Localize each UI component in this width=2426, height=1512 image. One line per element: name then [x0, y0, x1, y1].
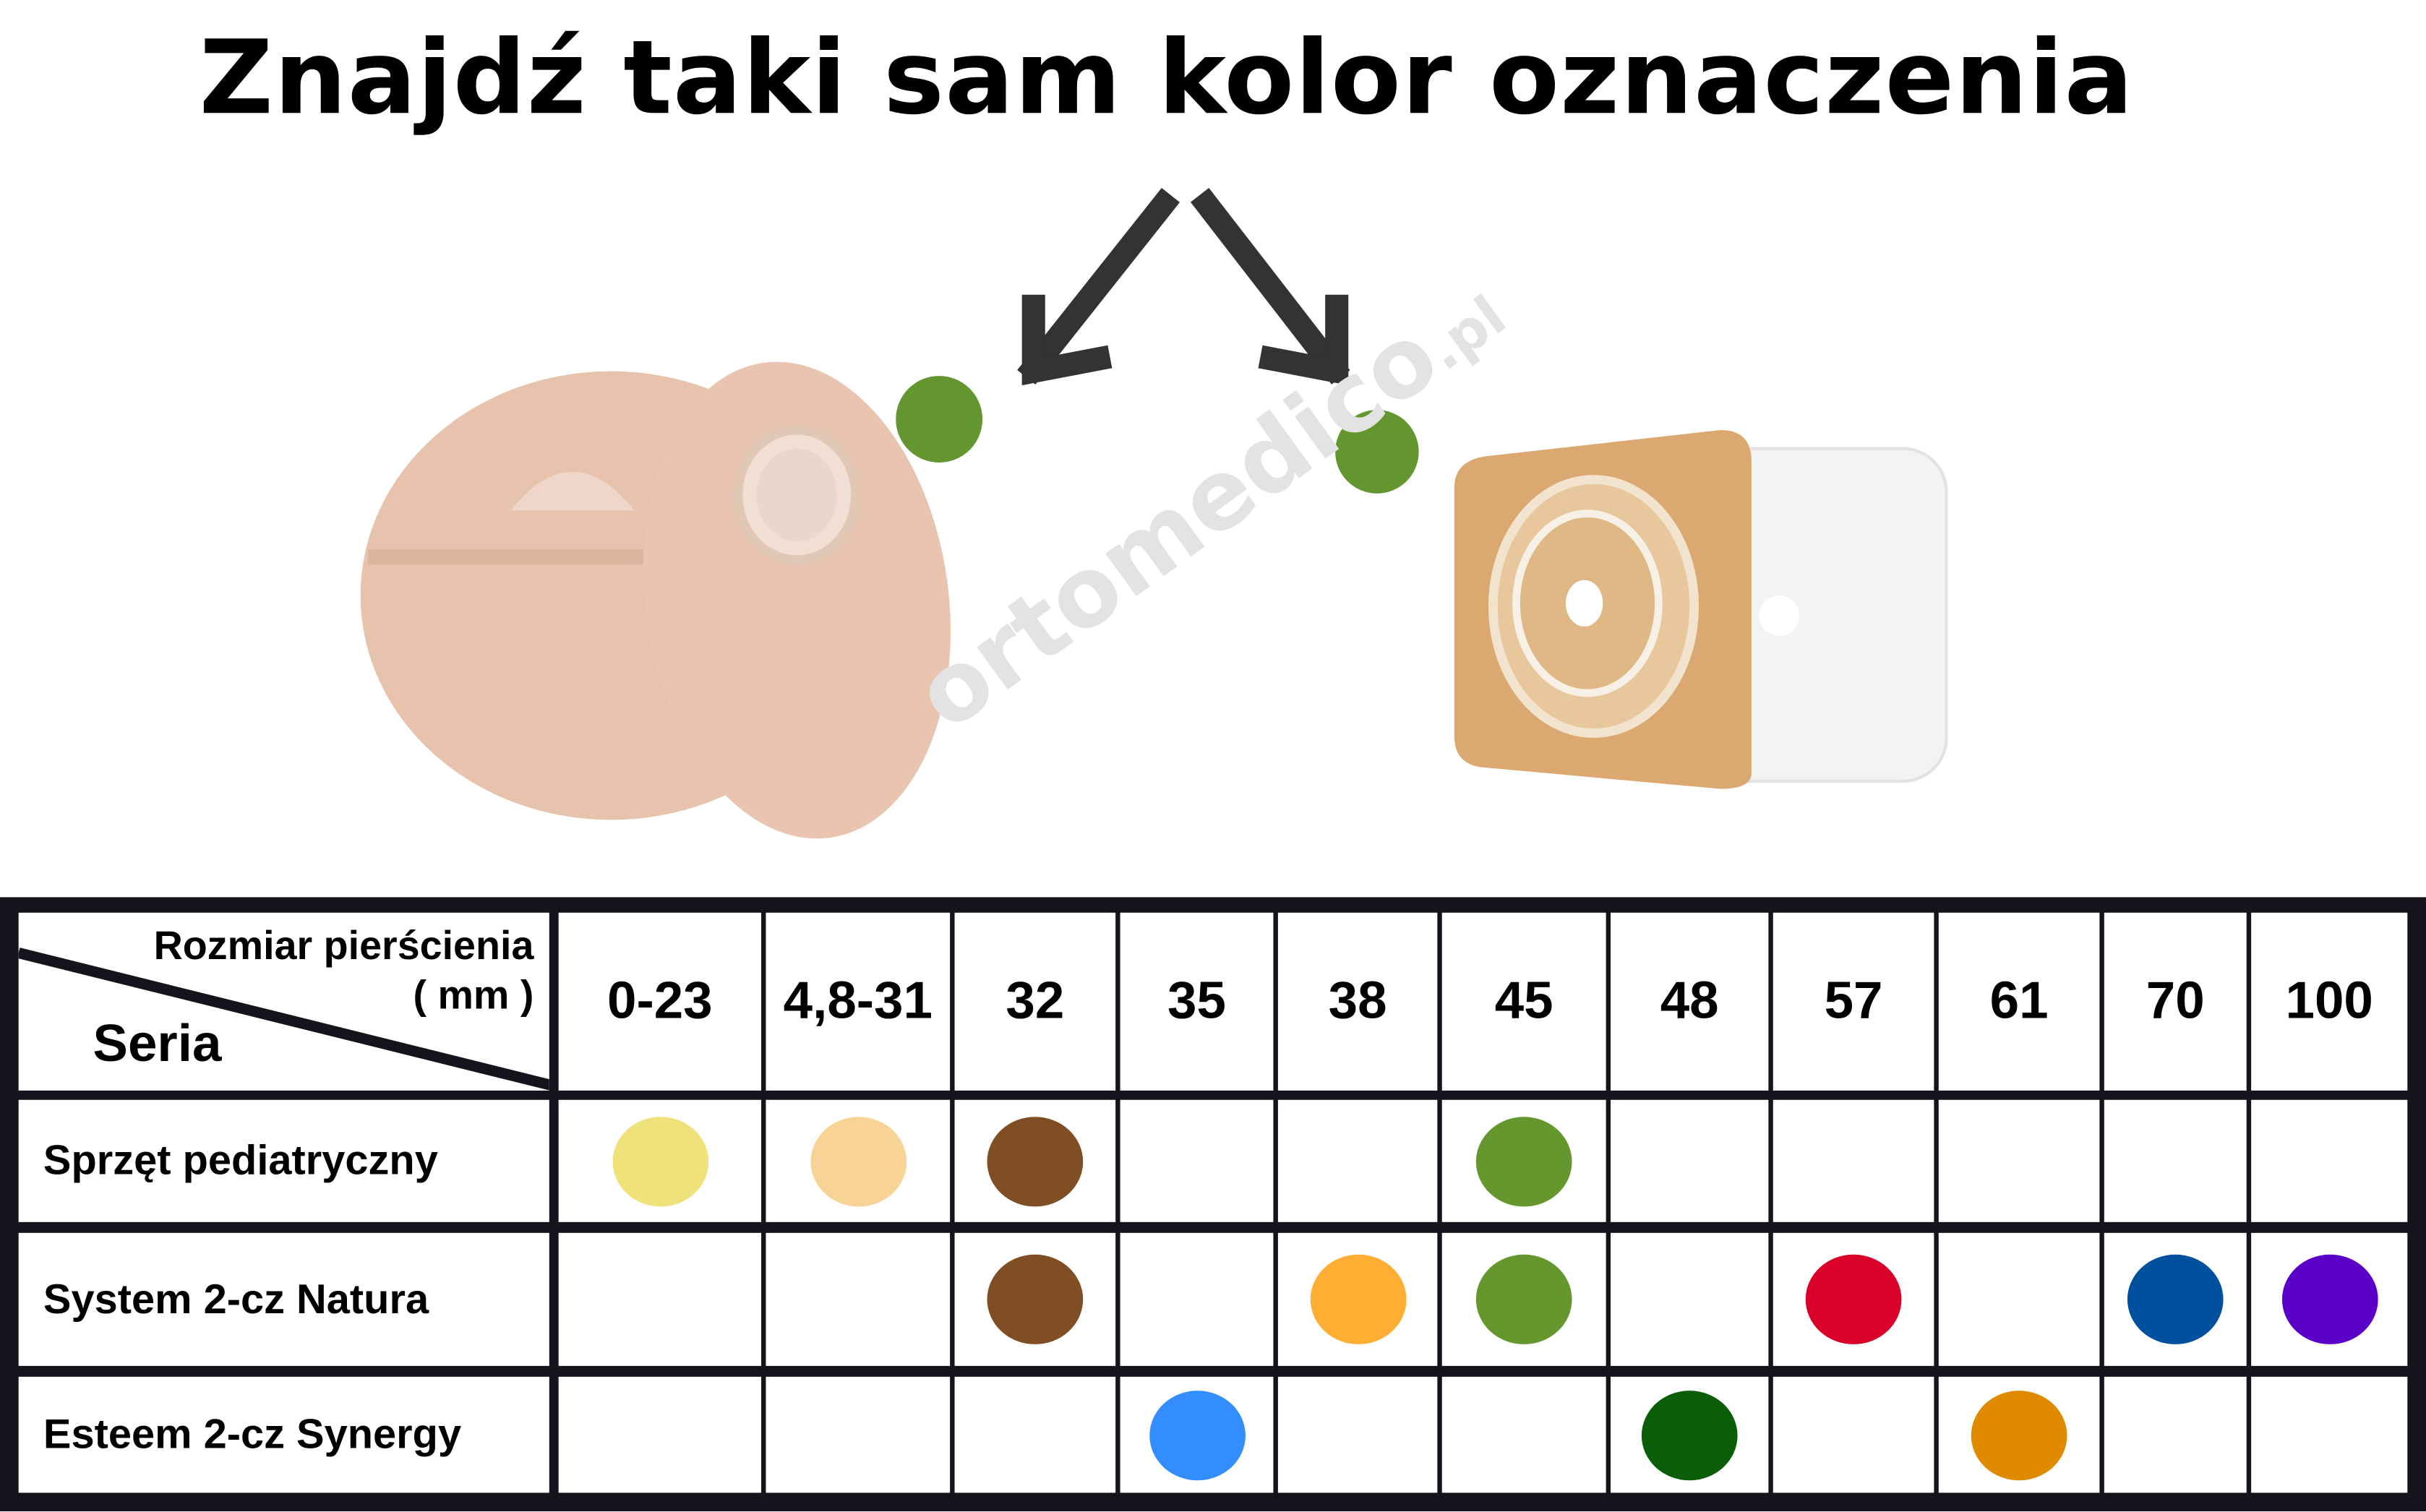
- table-cell: [1938, 1232, 2100, 1366]
- illustration: [360, 187, 1948, 839]
- table-cell: [954, 1099, 1116, 1222]
- color-marker-dot: [1475, 1116, 1572, 1206]
- table-cell: [1120, 1099, 1274, 1222]
- page-title: Znajdź taki sam kolor oznaczenia: [199, 18, 2134, 138]
- table-cell: [954, 1376, 1116, 1493]
- color-marker-dot: [810, 1116, 906, 1206]
- table-cell: [2104, 1232, 2247, 1366]
- color-marker-dot: [1149, 1390, 1245, 1480]
- table-cell: [766, 1376, 951, 1493]
- table-cell: [558, 1232, 762, 1366]
- table-cell: [2104, 1376, 2247, 1493]
- color-size-table: Rozmiar pierścienia ( mm ) Seria 0-23 4,8…: [0, 897, 2426, 1512]
- color-marker-dot: [987, 1116, 1084, 1206]
- table-corner-header: Rozmiar pierścienia ( mm ) Seria: [18, 912, 549, 1091]
- size-header: 4,8-31: [766, 912, 951, 1091]
- series-label: System 2-cz Natura: [18, 1232, 549, 1366]
- table-cell: [2251, 1376, 2408, 1493]
- size-header: 70: [2104, 912, 2247, 1091]
- table-cell: [2104, 1099, 2247, 1222]
- table-cell: [1120, 1232, 1274, 1366]
- color-marker-dot: [1309, 1254, 1406, 1344]
- table-cell: [1611, 1376, 1769, 1493]
- size-header: 45: [1441, 912, 1606, 1091]
- color-marker-dot: [1805, 1254, 1902, 1344]
- diagonal-divider: [18, 948, 549, 1091]
- table-cell: [2251, 1232, 2408, 1366]
- table-cell: [2251, 1099, 2408, 1222]
- color-marker-dot: [1971, 1390, 2067, 1480]
- table-cell: [766, 1099, 951, 1222]
- series-label: Sprzęt pediatryczny: [18, 1099, 549, 1222]
- table-cell: [1938, 1376, 2100, 1493]
- color-marker-dot: [2127, 1254, 2224, 1344]
- size-header: 61: [1938, 912, 2100, 1091]
- table-cell: [1277, 1099, 1438, 1222]
- size-header: 38: [1277, 912, 1438, 1091]
- size-header: 100: [2251, 912, 2408, 1091]
- color-marker-dot: [2281, 1254, 2378, 1344]
- table-cell: [1773, 1099, 1934, 1222]
- table-cell: [1441, 1232, 1606, 1366]
- color-marker-pouch: [896, 376, 983, 463]
- arrow-down-right-icon: [1190, 188, 1350, 386]
- size-header: 48: [1611, 912, 1769, 1091]
- color-marker-dot: [1641, 1390, 1738, 1480]
- color-marker-wafer: [1335, 410, 1419, 494]
- ostomy-pouch-image: [360, 361, 951, 839]
- color-marker-dot: [987, 1254, 1084, 1344]
- table-cell: [1277, 1376, 1438, 1493]
- table-cell: [1938, 1099, 2100, 1222]
- table-cell: [1441, 1099, 1606, 1222]
- size-header: 32: [954, 912, 1116, 1091]
- table-cell: [1441, 1376, 1606, 1493]
- ostomy-wafer-image: [1454, 430, 1948, 789]
- unit-label: ( mm ): [413, 971, 534, 1018]
- table-cell: [1611, 1232, 1769, 1366]
- arrow-down-left-icon: [1017, 187, 1180, 386]
- table-cell: [954, 1232, 1116, 1366]
- table-cell: [558, 1099, 762, 1222]
- table-cell: [1120, 1376, 1274, 1493]
- table-cell: [1773, 1232, 1934, 1366]
- series-label: Seria: [93, 1015, 222, 1074]
- size-label: Rozmiar pierścienia: [153, 922, 534, 968]
- size-header: 57: [1773, 912, 1934, 1091]
- size-header: 0-23: [558, 912, 762, 1091]
- size-header: 35: [1120, 912, 1274, 1091]
- table-cell: [766, 1232, 951, 1366]
- table-cell: [558, 1376, 762, 1493]
- table-cell: [1611, 1099, 1769, 1222]
- series-label: Esteem 2-cz Synergy: [18, 1376, 549, 1493]
- table-cell: [1277, 1232, 1438, 1366]
- color-marker-dot: [612, 1116, 708, 1206]
- table-cell: [1773, 1376, 1934, 1493]
- color-marker-dot: [1475, 1254, 1572, 1344]
